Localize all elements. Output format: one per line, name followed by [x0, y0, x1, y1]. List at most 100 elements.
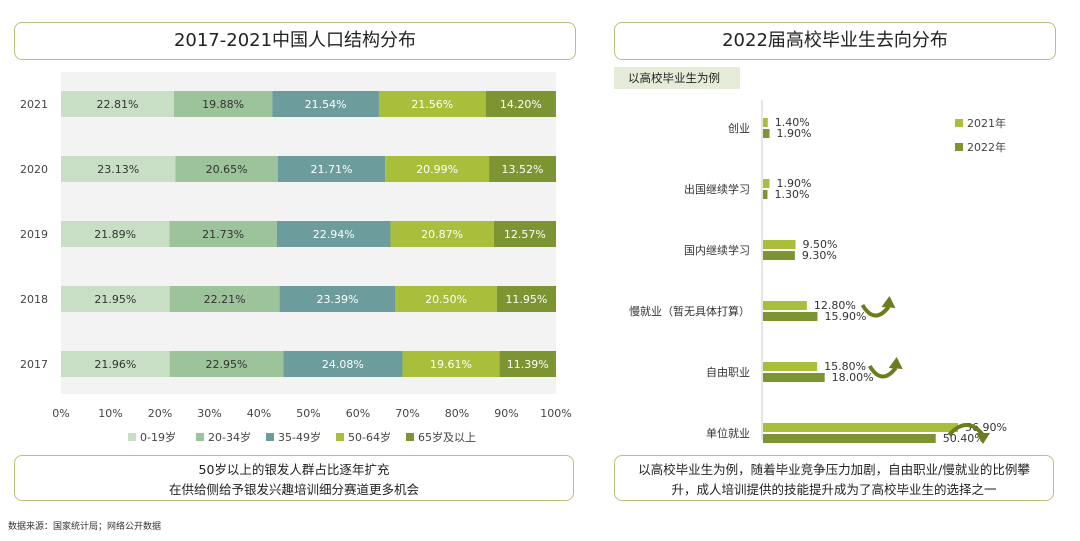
bar-value-label: 12.57% [504, 228, 546, 241]
x-tick-label: 30% [197, 407, 221, 420]
bar-value-label: 56.90% [965, 421, 1007, 434]
bar-value-label: 11.39% [507, 358, 549, 371]
bar-value-label: 20.65% [206, 163, 248, 176]
x-tick-label: 50% [296, 407, 320, 420]
bar-segment [61, 286, 170, 312]
year-label: 2017 [20, 358, 48, 371]
bar-value-label: 24.08% [322, 358, 364, 371]
bar-segment [173, 91, 273, 117]
bar-value-label: 14.20% [500, 98, 542, 111]
arrow-head [881, 296, 896, 308]
x-tick-label: 40% [247, 407, 271, 420]
bar-value-label: 21.95% [94, 293, 136, 306]
legend-swatch [406, 433, 414, 441]
bar-segment [496, 286, 556, 312]
bar [763, 118, 768, 127]
bar-segment [277, 156, 386, 182]
bar [763, 362, 818, 371]
bar-segment [395, 286, 497, 312]
bar-value-label: 19.61% [430, 358, 472, 371]
x-tick-label: 100% [540, 407, 571, 420]
bar-value-label: 9.50% [803, 238, 838, 251]
bar-segment [489, 156, 556, 182]
category-label: 创业 [728, 122, 750, 135]
year-label: 2021 [20, 98, 48, 111]
bar-segment [61, 351, 170, 377]
bar-value-label: 1.90% [777, 177, 812, 190]
bar-value-label: 19.88% [202, 98, 244, 111]
bar-value-label: 15.80% [824, 360, 866, 373]
arrow-arc [860, 303, 891, 318]
right-chart-title: 2022届高校毕业生去向分布 [614, 22, 1056, 60]
x-tick-label: 80% [445, 407, 469, 420]
left-chart-title: 2017-2021中国人口结构分布 [14, 22, 576, 60]
bar-value-label: 21.71% [310, 163, 352, 176]
bar-segment [385, 156, 490, 182]
year-label: 2020 [20, 163, 48, 176]
left-note-line: 50岁以上的银发人群占比逐年扩充 [198, 462, 390, 477]
arrow-head [888, 357, 903, 369]
bar-value-label: 12.80% [814, 299, 856, 312]
x-tick-label: 60% [346, 407, 370, 420]
bar-value-label: 13.52% [502, 163, 544, 176]
legend-label: 50-64岁 [348, 430, 391, 444]
bar-segment [61, 221, 170, 247]
x-tick-label: 70% [395, 407, 419, 420]
bar-value-label: 21.56% [411, 98, 453, 111]
bar [763, 179, 770, 188]
legend-swatch [128, 433, 136, 441]
legend-label: 2021年 [967, 116, 1006, 130]
x-tick-label: 10% [98, 407, 122, 420]
bar-value-label: 22.21% [204, 293, 246, 306]
bar [763, 240, 796, 249]
bar-segment [169, 351, 284, 377]
category-label: 出国继续学习 [684, 182, 750, 196]
curved-arrow-up-icon [860, 296, 896, 318]
legend-label: 65岁及以上 [418, 430, 476, 444]
year-label: 2018 [20, 293, 48, 306]
legend-swatch [196, 433, 204, 441]
bar [763, 190, 768, 199]
bar-segment [499, 351, 556, 377]
bar-value-label: 21.73% [202, 228, 244, 241]
bar-segment [175, 156, 278, 182]
bar-segment [485, 91, 556, 117]
category-label: 单位就业 [706, 426, 750, 440]
year-label: 2019 [20, 228, 48, 241]
bar [763, 423, 958, 432]
subset-tag: 以高校毕业生为例 [614, 67, 740, 89]
legend-label: 2022年 [967, 140, 1006, 154]
bar-segment [276, 221, 391, 247]
bar-value-label: 1.30% [774, 188, 809, 201]
bar [763, 373, 825, 382]
bar-value-label: 20.99% [416, 163, 458, 176]
bar-segment [169, 286, 280, 312]
legend-swatch [955, 143, 963, 151]
population-structure-chart: 2021 22.81% 19.88% 21.54% 21.56% 14.20% 2020 23… [20, 72, 572, 444]
curved-arrow-up-icon [867, 357, 903, 379]
curved-arrow-down-icon [947, 423, 990, 444]
data-source: 数据来源：国家统计局；网络公开数据 [8, 522, 162, 532]
legend-label: 35-49岁 [278, 430, 321, 444]
arrow-arc [867, 364, 898, 379]
bar-value-label: 18.00% [832, 371, 874, 384]
bar-value-label: 20.87% [421, 228, 463, 241]
legend-label: 20-34岁 [208, 430, 251, 444]
bar-segment [283, 351, 403, 377]
arrow-head [976, 433, 990, 444]
bar-value-label: 20.50% [425, 293, 467, 306]
legend-swatch [955, 119, 963, 127]
bar-segment [493, 221, 556, 247]
bar-value-label: 21.89% [94, 228, 136, 241]
bar-value-label: 1.40% [775, 116, 810, 129]
bar-value-label: 22.95% [206, 358, 248, 371]
x-tick-label: 20% [148, 407, 172, 420]
x-tick-label: 0% [52, 407, 69, 420]
bar-value-label: 23.39% [317, 293, 359, 306]
bar-segment [61, 91, 174, 117]
bar-value-label: 21.96% [94, 358, 136, 371]
graduate-destination-chart: 创业 1.40%1.90%出国继续学习 1.90%1.30%国内继续学习 9.50%9… [629, 100, 1007, 445]
left-note-box: 50岁以上的银发人群占比逐年扩充 在供给侧给予银发兴趣培训细分赛道更多机会 [14, 455, 574, 501]
bar-segment [279, 286, 396, 312]
bar-segment [390, 221, 494, 247]
